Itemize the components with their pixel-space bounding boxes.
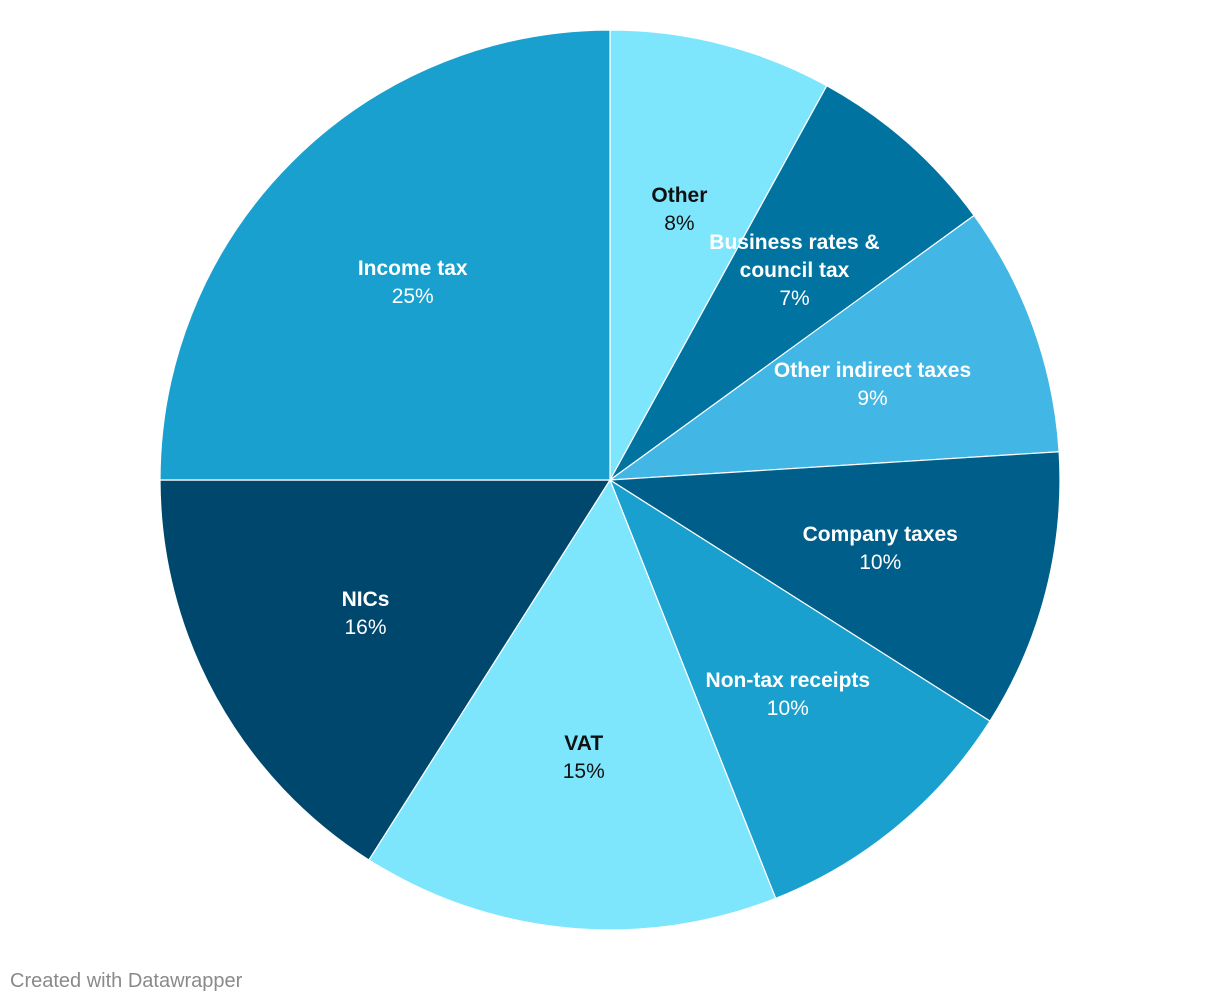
slice-value-label: 9% bbox=[857, 387, 888, 411]
slice-label: Business rates & council tax 7% bbox=[709, 229, 879, 313]
pie-slice bbox=[609, 29, 828, 481]
slice-label: VAT 15% bbox=[563, 730, 605, 786]
slice-value-label: 16% bbox=[344, 616, 387, 640]
slice-value-label: 10% bbox=[859, 551, 902, 575]
pie-slice bbox=[607, 214, 1060, 481]
slice-value-label: 8% bbox=[664, 211, 695, 235]
credit: Created with Datawrapper bbox=[10, 970, 243, 992]
slice-label: Other 8% bbox=[651, 182, 707, 238]
slice-name: Non-tax receipts bbox=[705, 668, 871, 692]
slice-name: Other bbox=[651, 183, 708, 207]
pie-slice bbox=[609, 84, 975, 481]
slice-name: Income tax bbox=[357, 256, 468, 280]
pie-slice bbox=[608, 451, 1061, 722]
pie-slice bbox=[159, 479, 612, 861]
slice-name: Company taxes bbox=[802, 523, 958, 547]
pie-slice bbox=[368, 478, 777, 931]
slice-value-label: 10% bbox=[766, 696, 809, 720]
slice-label: Non-tax receipts 10% bbox=[706, 667, 871, 723]
slice-label: NICs 16% bbox=[342, 586, 390, 642]
slice-label: Income tax 25% bbox=[358, 255, 468, 311]
slice-name: Other indirect taxes bbox=[773, 359, 972, 383]
pie-slice bbox=[159, 29, 611, 481]
slice-value-label: 15% bbox=[562, 759, 605, 783]
slice-name: NICs bbox=[341, 588, 390, 612]
slice-label: Other indirect taxes 9% bbox=[774, 357, 971, 413]
slice-name: VAT bbox=[564, 731, 604, 755]
slice-value-label: 7% bbox=[779, 286, 810, 310]
slice-value-label: 25% bbox=[391, 284, 434, 308]
slice-label: Company taxes 10% bbox=[803, 521, 958, 577]
slice-name: Business rates & council tax bbox=[709, 230, 880, 282]
pie-slice bbox=[608, 478, 991, 900]
